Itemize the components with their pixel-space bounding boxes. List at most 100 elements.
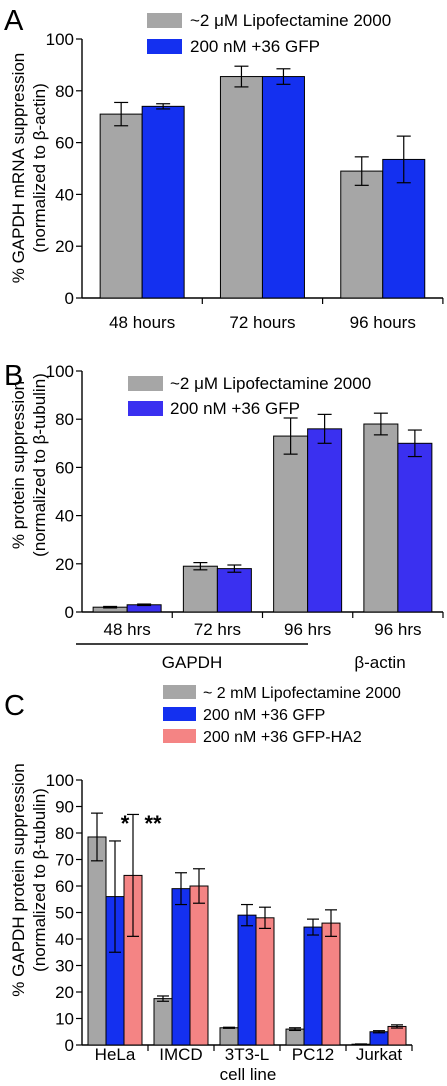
y-tick-label-b: 40	[55, 507, 74, 526]
bar-b-s1-c3	[397, 442, 433, 613]
legend-label-b-0: ~2 μM Lipofectamine 2000	[170, 374, 371, 393]
bar-b-s0-c2	[273, 435, 309, 613]
x-tick-label-c: Jurkat	[356, 1045, 403, 1064]
y-tick-label-b: 60	[55, 458, 74, 477]
x-tick-label-b: 96 hrs	[284, 620, 331, 639]
bar-c-s0-c2	[219, 1027, 239, 1046]
bar-a-s0-c0	[99, 113, 143, 299]
legend-c: ~ 2 mM Lipofectamine 2000 200 nM +36 GFP…	[163, 685, 401, 746]
legend-swatch-b-1	[128, 401, 163, 416]
y-tick-label-c: 10	[55, 1010, 74, 1029]
legend-label-a-0: ~2 μM Lipofectamine 2000	[190, 11, 391, 30]
x-tick-label-c: 3T3-L	[225, 1045, 269, 1064]
bar-c-s2-c3	[321, 922, 341, 1046]
bar-b-s0-c3	[363, 423, 399, 613]
y-axis-title-b-line1: % protein suppression	[9, 381, 28, 549]
error-bars-c	[91, 812, 403, 1046]
bar-b-s0-c1	[182, 565, 218, 613]
bar-c-s0-c0	[87, 836, 107, 1046]
y-axis-title-c-line1: % GAPDH protein suppression	[9, 763, 28, 996]
y-tick-label-b: 100	[46, 362, 74, 381]
x-tick-label-b: 48 hrs	[104, 620, 151, 639]
y-tick-label-a: 0	[65, 289, 74, 308]
group-label-beta-actin: β-actin	[354, 653, 405, 672]
bar-b-s1-c1	[216, 568, 252, 613]
y-tick-label-a: 100	[46, 30, 74, 49]
legend-swatch-b-0	[128, 376, 163, 391]
y-axis-title-a-line1: % GAPDH mRNA suppression	[9, 53, 28, 284]
bar-c-s1-c2	[237, 914, 257, 1046]
legend-label-a-1: 200 nM +36 GFP	[190, 37, 320, 56]
x-tick-label-a: 72 hours	[229, 313, 295, 332]
x-tick-label-a: 48 hours	[109, 313, 175, 332]
bars-a	[99, 76, 426, 299]
y-tick-label-c: 50	[55, 904, 74, 923]
legend-swatch-a-0	[147, 13, 182, 28]
bar-a-s1-c1	[261, 76, 305, 299]
bar-c-s1-c1	[171, 888, 191, 1046]
legend-label-c-2: 200 nM +36 GFP-HA2	[203, 729, 362, 746]
panel-b: B % protein suppression (normalized to β…	[4, 360, 444, 672]
legend-a: ~2 μM Lipofectamine 2000 200 nM +36 GFP	[147, 11, 391, 56]
panel-label-b: B	[4, 360, 23, 392]
bar-c-s2-c2	[255, 917, 275, 1046]
x-tick-label-a: 96 hours	[350, 313, 416, 332]
x-ticks-b: 48 hrs 72 hrs 96 hrs 96 hrs	[104, 612, 444, 639]
y-ticks-a: 0 20 40 60 80 100	[46, 30, 82, 308]
bars-c	[87, 836, 407, 1046]
legend-swatch-c-1	[163, 707, 196, 721]
y-tick-label-c: 20	[55, 983, 74, 1002]
y-tick-label-c: 60	[55, 877, 74, 896]
y-tick-label-a: 20	[55, 237, 74, 256]
x-axis-title-c: cell line	[220, 1065, 277, 1084]
bar-c-s0-c1	[153, 998, 173, 1046]
bar-a-s0-c2	[340, 170, 384, 299]
error-bars-a	[114, 65, 411, 186]
bars-b	[92, 423, 433, 613]
panel-a: A % GAPDH mRNA suppression (normalized t…	[4, 5, 444, 332]
bar-b-s1-c2	[307, 428, 343, 613]
y-tick-label-a: 40	[55, 185, 74, 204]
bar-c-s0-c3	[285, 1028, 305, 1046]
significance-star-double: **	[144, 811, 162, 836]
legend-swatch-a-1	[147, 39, 182, 54]
bar-a-s0-c1	[219, 76, 263, 299]
y-axis-title-c-line2: (normalized to β-tubulin)	[30, 788, 49, 972]
x-tick-label-c: IMCD	[159, 1045, 202, 1064]
legend-swatch-c-0	[163, 685, 196, 699]
y-axis-title-b-line2: (normalized to β-tubulin)	[30, 373, 49, 557]
y-tick-label-c: 80	[55, 824, 74, 843]
panel-label-a: A	[4, 5, 24, 37]
panel-c: C % GAPDH protein suppression (normalize…	[4, 685, 413, 1084]
y-tick-label-b: 0	[65, 603, 74, 622]
legend-label-b-1: 200 nM +36 GFP	[170, 399, 300, 418]
y-tick-label-c: 70	[55, 851, 74, 870]
x-tick-label-c: HeLa	[95, 1045, 136, 1064]
x-tick-label-b: 96 hrs	[374, 620, 421, 639]
bar-c-s2-c4	[387, 1025, 407, 1046]
y-tick-label-c: 0	[65, 1036, 74, 1055]
y-ticks-b: 0 20 40 60 80 100	[46, 362, 82, 622]
bar-c-s1-c3	[303, 926, 323, 1046]
y-axis-title-a-line2: (normalized to β-actin)	[30, 83, 49, 252]
y-tick-label-c: 90	[55, 798, 74, 817]
x-tick-label-c: PC12	[292, 1045, 335, 1064]
bar-c-s1-c4	[369, 1031, 389, 1046]
significance-star-single: *	[121, 811, 130, 836]
y-tick-label-b: 80	[55, 410, 74, 429]
panel-label-c: C	[4, 690, 25, 722]
y-tick-label-c: 100	[46, 771, 74, 790]
legend-label-c-0: ~ 2 mM Lipofectamine 2000	[203, 685, 401, 702]
bar-a-s1-c0	[141, 105, 185, 299]
y-tick-label-b: 20	[55, 555, 74, 574]
legend-label-c-1: 200 nM +36 GFP	[203, 707, 325, 724]
y-tick-label-a: 60	[55, 134, 74, 153]
error-bars-b	[103, 412, 422, 609]
bar-c-s2-c1	[189, 885, 209, 1046]
group-label-gapdh: GAPDH	[162, 653, 222, 672]
y-tick-label-c: 40	[55, 930, 74, 949]
legend-swatch-c-2	[163, 729, 196, 743]
y-tick-label-c: 30	[55, 957, 74, 976]
x-ticks-c: HeLa IMCD 3T3-L PC12 Jurkat	[95, 1045, 413, 1064]
